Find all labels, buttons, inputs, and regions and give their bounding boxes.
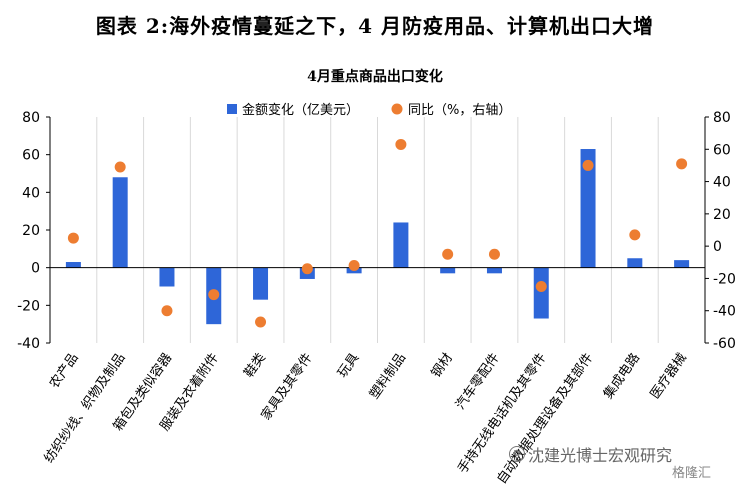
left-axis-tick-label: 40 — [22, 185, 40, 201]
scatter-point — [676, 158, 688, 170]
category-label: 玩具 — [335, 351, 362, 381]
scatter-point — [395, 138, 407, 150]
scatter-point — [114, 161, 126, 173]
scatter-point — [488, 248, 500, 260]
category-label: 医疗器械 — [648, 351, 690, 402]
chart-title: 图表 2:海外疫情蔓延之下，4 月防疫用品、计算机出口大增 — [95, 14, 655, 38]
bar — [65, 262, 81, 268]
left-axis-tick-label: 80 — [22, 110, 40, 126]
left-axis-tick-label: -40 — [17, 336, 40, 352]
left-axis-tick-label: 0 — [31, 261, 40, 277]
bar — [533, 267, 549, 319]
scatter-point — [629, 229, 641, 241]
right-axis-tick-label: -60 — [713, 336, 736, 352]
scatter-point — [301, 263, 313, 275]
left-axis-tick-label: -20 — [17, 298, 40, 314]
bar — [253, 267, 269, 300]
chart-subtitle: 4月重点商品出口变化 — [307, 69, 443, 85]
scatter-point — [535, 281, 547, 292]
legend-swatch-bar — [227, 104, 237, 114]
legend-label-bar: 金额变化（亿美元） — [242, 102, 359, 118]
right-axis-tick-label: 80 — [713, 110, 731, 126]
watermark-text: 沈建光博士宏观研究 — [528, 446, 673, 465]
scatter-point — [67, 232, 79, 244]
right-axis-tick-label: 60 — [713, 142, 731, 158]
bar — [627, 258, 643, 268]
bar — [393, 222, 409, 268]
scatter-point — [255, 316, 267, 328]
right-axis-tick-label: -40 — [713, 304, 736, 320]
category-label: 钢材 — [429, 351, 456, 381]
category-label: 农产品 — [47, 351, 82, 392]
category-label: 鞋类 — [241, 350, 269, 380]
bar — [674, 260, 690, 268]
scatter-point — [582, 159, 594, 171]
category-label: 集成电路 — [600, 350, 643, 402]
legend-swatch-dot — [391, 103, 403, 115]
right-axis-tick-label: 20 — [713, 207, 731, 223]
bar — [486, 267, 502, 274]
right-axis-tick-label: 0 — [713, 239, 722, 255]
bar — [112, 177, 128, 268]
right-axis-tick-label: 40 — [713, 175, 731, 191]
scatter-point — [442, 248, 454, 260]
bar — [440, 267, 456, 274]
logo-text: 格隆汇 — [672, 466, 712, 481]
scatter-point — [208, 289, 220, 301]
left-axis-tick-label: 20 — [22, 223, 40, 239]
scatter-point — [348, 260, 360, 272]
category-label: 塑料制品 — [367, 351, 409, 402]
left-axis-tick-label: 60 — [22, 148, 40, 164]
bar — [159, 267, 175, 287]
wechat-icon: ✿ — [509, 446, 525, 462]
category-label: 汽车零配件 — [452, 350, 502, 412]
category-label: 纺织纱线、织物及制品 — [42, 351, 129, 466]
right-axis-tick-label: -20 — [713, 271, 736, 287]
scatter-point — [161, 305, 173, 317]
legend-label-dot: 同比（%，右轴） — [408, 103, 511, 118]
category-label: 自动数据处理设备及其部件 — [494, 350, 597, 487]
bar — [580, 149, 596, 268]
